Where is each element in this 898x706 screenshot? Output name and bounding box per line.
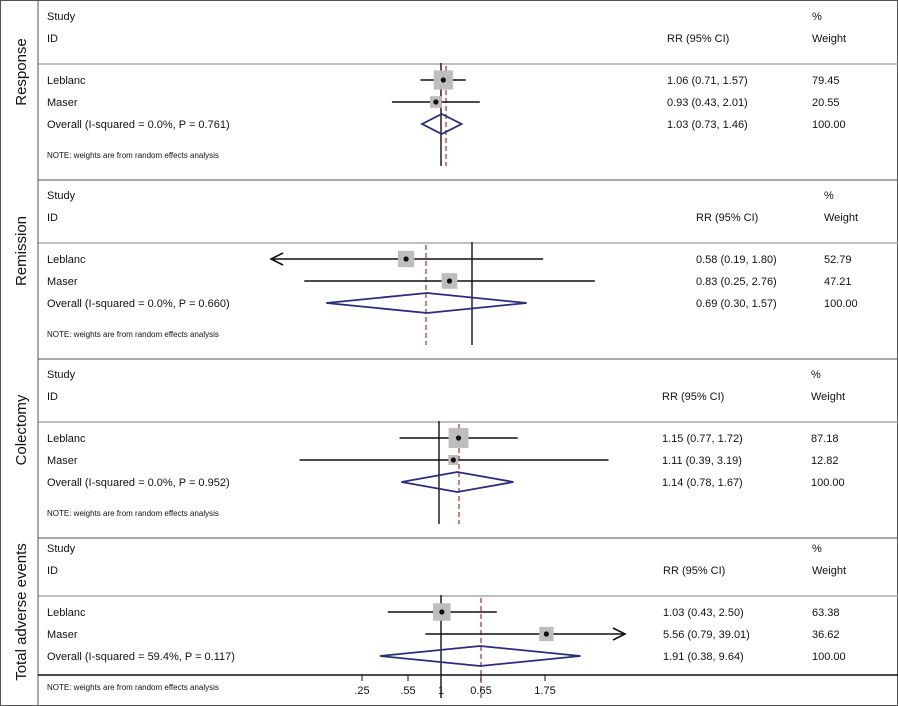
ci-arrow-left — [269, 252, 284, 266]
study-name: Leblanc — [47, 607, 86, 619]
x-axis: .25 .55 1 0.65 1.75 — [38, 674, 898, 697]
point-estimate — [439, 609, 445, 615]
id-column-header: ID — [47, 212, 58, 224]
point-estimate — [450, 457, 456, 463]
axis-tick-label: 1.75 — [534, 685, 555, 697]
overall-label: Overall (I-squared = 0.0%, P = 0.761) — [47, 119, 230, 131]
study-name: Maser — [47, 276, 78, 288]
study-rr-ci: 0.58 (0.19, 1.80) — [696, 254, 777, 266]
study-column-header: Study — [47, 190, 76, 202]
point-estimate — [403, 256, 409, 262]
weights-note: NOTE: weights are from random effects an… — [47, 330, 219, 339]
overall-diamond — [401, 471, 514, 493]
panel-outcome-label: Total adverse events — [13, 543, 30, 681]
percent-column-header: % — [824, 190, 834, 202]
study-name: Leblanc — [47, 75, 86, 87]
axis-tick-label: .55 — [400, 685, 415, 697]
overall-rr-ci: 1.03 (0.73, 1.46) — [667, 119, 748, 131]
panel-remission: Remission Study ID RR (95% CI)% Weight Leblan… — [13, 190, 898, 360]
panel-outcome-label: Response — [13, 38, 30, 106]
study-rr-ci: 1.03 (0.43, 2.50) — [663, 607, 744, 619]
overall-weight: 100.00 — [811, 477, 845, 489]
study-column-header: Study — [47, 11, 76, 23]
overall-weight: 100.00 — [824, 298, 858, 310]
point-estimate — [543, 631, 549, 637]
study-name: Maser — [47, 455, 78, 467]
rr-column-header: RR (95% CI) — [667, 33, 729, 45]
rr-column-header: RR (95% CI) — [663, 565, 725, 577]
id-column-header: ID — [47, 33, 58, 45]
overall-label: Overall (I-squared = 59.4%, P = 0.117) — [47, 651, 235, 663]
percent-column-header: % — [812, 11, 822, 23]
overall-rr-ci: 0.69 (0.30, 1.57) — [696, 298, 777, 310]
study-rr-ci: 1.06 (0.71, 1.57) — [667, 75, 748, 87]
study-column-header: Study — [47, 543, 76, 555]
study-name: Leblanc — [47, 254, 86, 266]
point-estimate — [440, 77, 446, 83]
panel-outcome-label: Remission — [13, 216, 30, 286]
study-weight: 63.38 — [812, 607, 840, 619]
weights-note: NOTE: weights are from random effects an… — [47, 151, 219, 160]
panels-layer: Response Study ID RR (95% CI)% Weight Leblanc… — [13, 0, 898, 706]
weights-note: NOTE: weights are from random effects an… — [47, 683, 219, 692]
panel-response: Response Study ID RR (95% CI)% Weight Leblanc… — [13, 11, 898, 181]
overall-diamond — [326, 292, 527, 314]
id-column-header: ID — [47, 391, 58, 403]
study-name: Leblanc — [47, 433, 86, 445]
overall-weight: 100.00 — [812, 119, 846, 131]
study-rr-ci: 1.15 (0.77, 1.72) — [662, 433, 743, 445]
overall-label: Overall (I-squared = 0.0%, P = 0.952) — [47, 477, 230, 489]
study-rr-ci: 5.56 (0.79, 39.01) — [663, 629, 750, 641]
study-rr-ci: 0.93 (0.43, 2.01) — [667, 97, 748, 109]
study-weight: 87.18 — [811, 433, 839, 445]
study-weight: 47.21 — [824, 276, 852, 288]
rr-column-header: RR (95% CI) — [662, 391, 724, 403]
axis-tick-label: 1 — [438, 685, 444, 697]
percent-column-header: % — [811, 369, 821, 381]
point-estimate — [433, 99, 439, 105]
weight-column-header: Weight — [824, 212, 858, 224]
study-weight: 12.82 — [811, 455, 839, 467]
weight-column-header: Weight — [811, 391, 845, 403]
weight-column-header: Weight — [812, 33, 846, 45]
overall-rr-ci: 1.14 (0.78, 1.67) — [662, 477, 743, 489]
axis-tick-label: 0.65 — [470, 685, 491, 697]
axis-tick-label: .25 — [354, 685, 369, 697]
overall-diamond — [420, 112, 464, 136]
panel-outcome-label: Colectomy — [13, 394, 30, 465]
overall-rr-ci: 1.91 (0.38, 9.64) — [663, 651, 744, 663]
rr-column-header: RR (95% CI) — [696, 212, 758, 224]
study-weight: 36.62 — [812, 629, 840, 641]
point-estimate — [455, 435, 462, 441]
study-weight: 20.55 — [812, 97, 840, 109]
overall-diamond — [379, 645, 581, 667]
study-weight: 79.45 — [812, 75, 840, 87]
panel-colectomy: Colectomy Study ID RR (95% CI)% Weight Leblan… — [13, 369, 898, 539]
point-estimate — [446, 278, 453, 284]
id-column-header: ID — [47, 565, 58, 577]
study-name: Maser — [47, 97, 78, 109]
weights-note: NOTE: weights are from random effects an… — [47, 509, 219, 518]
weight-column-header: Weight — [812, 565, 846, 577]
study-column-header: Study — [47, 369, 76, 381]
study-rr-ci: 0.83 (0.25, 2.76) — [696, 276, 777, 288]
percent-column-header: % — [812, 543, 822, 555]
overall-label: Overall (I-squared = 0.0%, P = 0.660) — [47, 298, 230, 310]
ci-arrow-right — [612, 627, 627, 641]
overall-weight: 100.00 — [812, 651, 846, 663]
study-weight: 52.79 — [824, 254, 852, 266]
panel-total-adverse-events: Total adverse events Study ID RR (95% CI)% W… — [13, 543, 898, 698]
study-rr-ci: 1.11 (0.39, 3.19) — [662, 455, 742, 467]
study-name: Maser — [47, 629, 78, 641]
